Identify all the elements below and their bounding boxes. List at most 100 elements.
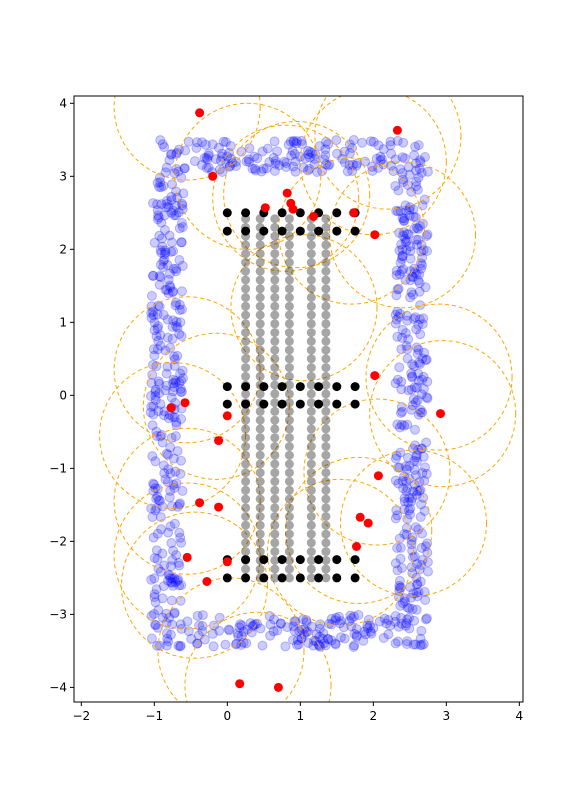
noisy-point — [252, 153, 263, 164]
grid-point — [306, 520, 316, 530]
grid-point — [284, 214, 294, 224]
grid-point — [284, 363, 294, 373]
noisy-point — [405, 509, 415, 520]
noisy-point — [193, 630, 204, 641]
noisy-point — [151, 493, 162, 504]
noisy-point — [155, 340, 166, 351]
noisy-point — [153, 210, 164, 221]
noisy-point — [391, 290, 402, 301]
noisy-point — [401, 486, 412, 497]
grid-point — [255, 275, 265, 285]
noisy-point — [270, 158, 281, 169]
grid-point — [284, 468, 294, 478]
grid-point — [277, 382, 287, 392]
noisy-point — [332, 148, 342, 159]
noisy-point — [148, 270, 159, 281]
noisy-point — [161, 608, 172, 619]
grid-point — [255, 240, 265, 250]
noisy-point — [403, 385, 414, 396]
noisy-point — [159, 210, 170, 221]
noisy-point — [168, 453, 179, 464]
noisy-point — [422, 166, 433, 177]
noisy-point — [150, 597, 161, 608]
noisy-point — [164, 612, 175, 623]
noisy-point — [178, 373, 188, 384]
noisy-point — [166, 561, 176, 572]
noisy-point — [161, 380, 172, 391]
noisy-point — [413, 319, 424, 330]
noisy-point — [164, 280, 175, 291]
grid-point — [270, 363, 280, 373]
grid-point — [284, 564, 294, 574]
noisy-point — [149, 573, 160, 584]
noisy-point — [145, 407, 156, 418]
noisy-point — [401, 229, 412, 240]
noisy-point — [147, 306, 158, 317]
noisy-point — [232, 628, 243, 639]
noisy-point — [405, 275, 416, 286]
noisy-point — [151, 503, 162, 514]
grid-point — [306, 336, 316, 346]
noisy-point — [166, 577, 176, 588]
noisy-point — [422, 376, 433, 387]
noisy-point — [362, 623, 373, 634]
noisy-point — [416, 560, 427, 570]
noisy-point — [415, 485, 426, 495]
noisy-point — [155, 566, 166, 577]
noisy-point — [296, 633, 307, 644]
noisy-point — [401, 639, 412, 649]
noisy-point — [396, 254, 407, 264]
noisy-point — [202, 154, 213, 165]
noisy-point — [168, 286, 179, 297]
noisy-point — [197, 160, 207, 170]
noisy-point — [171, 321, 181, 331]
grid-point — [284, 319, 294, 329]
grid-point — [241, 293, 251, 302]
grid-point — [284, 415, 294, 425]
grid-point — [255, 319, 265, 329]
noisy-point — [401, 618, 412, 629]
grid-point — [306, 564, 316, 574]
noisy-point — [160, 385, 171, 396]
noisy-point — [186, 633, 197, 644]
grid-point — [314, 226, 324, 236]
grid-point — [241, 494, 251, 504]
grid-point — [270, 345, 280, 355]
noisy-point — [157, 501, 168, 512]
orange-circle — [120, 511, 268, 659]
grid-point — [255, 310, 265, 320]
noisy-point — [152, 640, 162, 651]
noisy-point — [241, 156, 252, 167]
grid-point — [321, 222, 331, 232]
noisy-point — [166, 432, 177, 443]
noisy-point — [146, 574, 157, 585]
noisy-point — [349, 628, 360, 639]
noisy-point — [258, 163, 269, 174]
noisy-point — [400, 234, 411, 244]
noisy-point — [414, 314, 425, 325]
noisy-point — [161, 628, 172, 639]
noisy-point — [404, 169, 415, 180]
noisy-point — [398, 137, 409, 148]
noisy-point — [150, 386, 161, 397]
orange-circle — [329, 161, 477, 309]
red-point — [392, 125, 402, 135]
grid-point — [295, 208, 305, 218]
noisy-point — [163, 202, 174, 212]
noisy-point — [192, 610, 203, 621]
noisy-point — [281, 162, 292, 172]
noisy-point — [411, 604, 422, 615]
noisy-point — [320, 640, 331, 651]
noisy-point — [411, 579, 422, 590]
red-points — [166, 108, 445, 692]
noisy-point — [166, 191, 177, 202]
noisy-point — [224, 160, 235, 171]
noisy-point — [414, 221, 425, 232]
noisy-point — [176, 580, 187, 591]
noisy-point — [405, 292, 416, 303]
grid-point — [321, 468, 331, 478]
noisy-point — [155, 330, 166, 341]
grid-point — [321, 389, 331, 399]
grid-point — [284, 266, 294, 276]
noisy-point — [342, 166, 353, 177]
